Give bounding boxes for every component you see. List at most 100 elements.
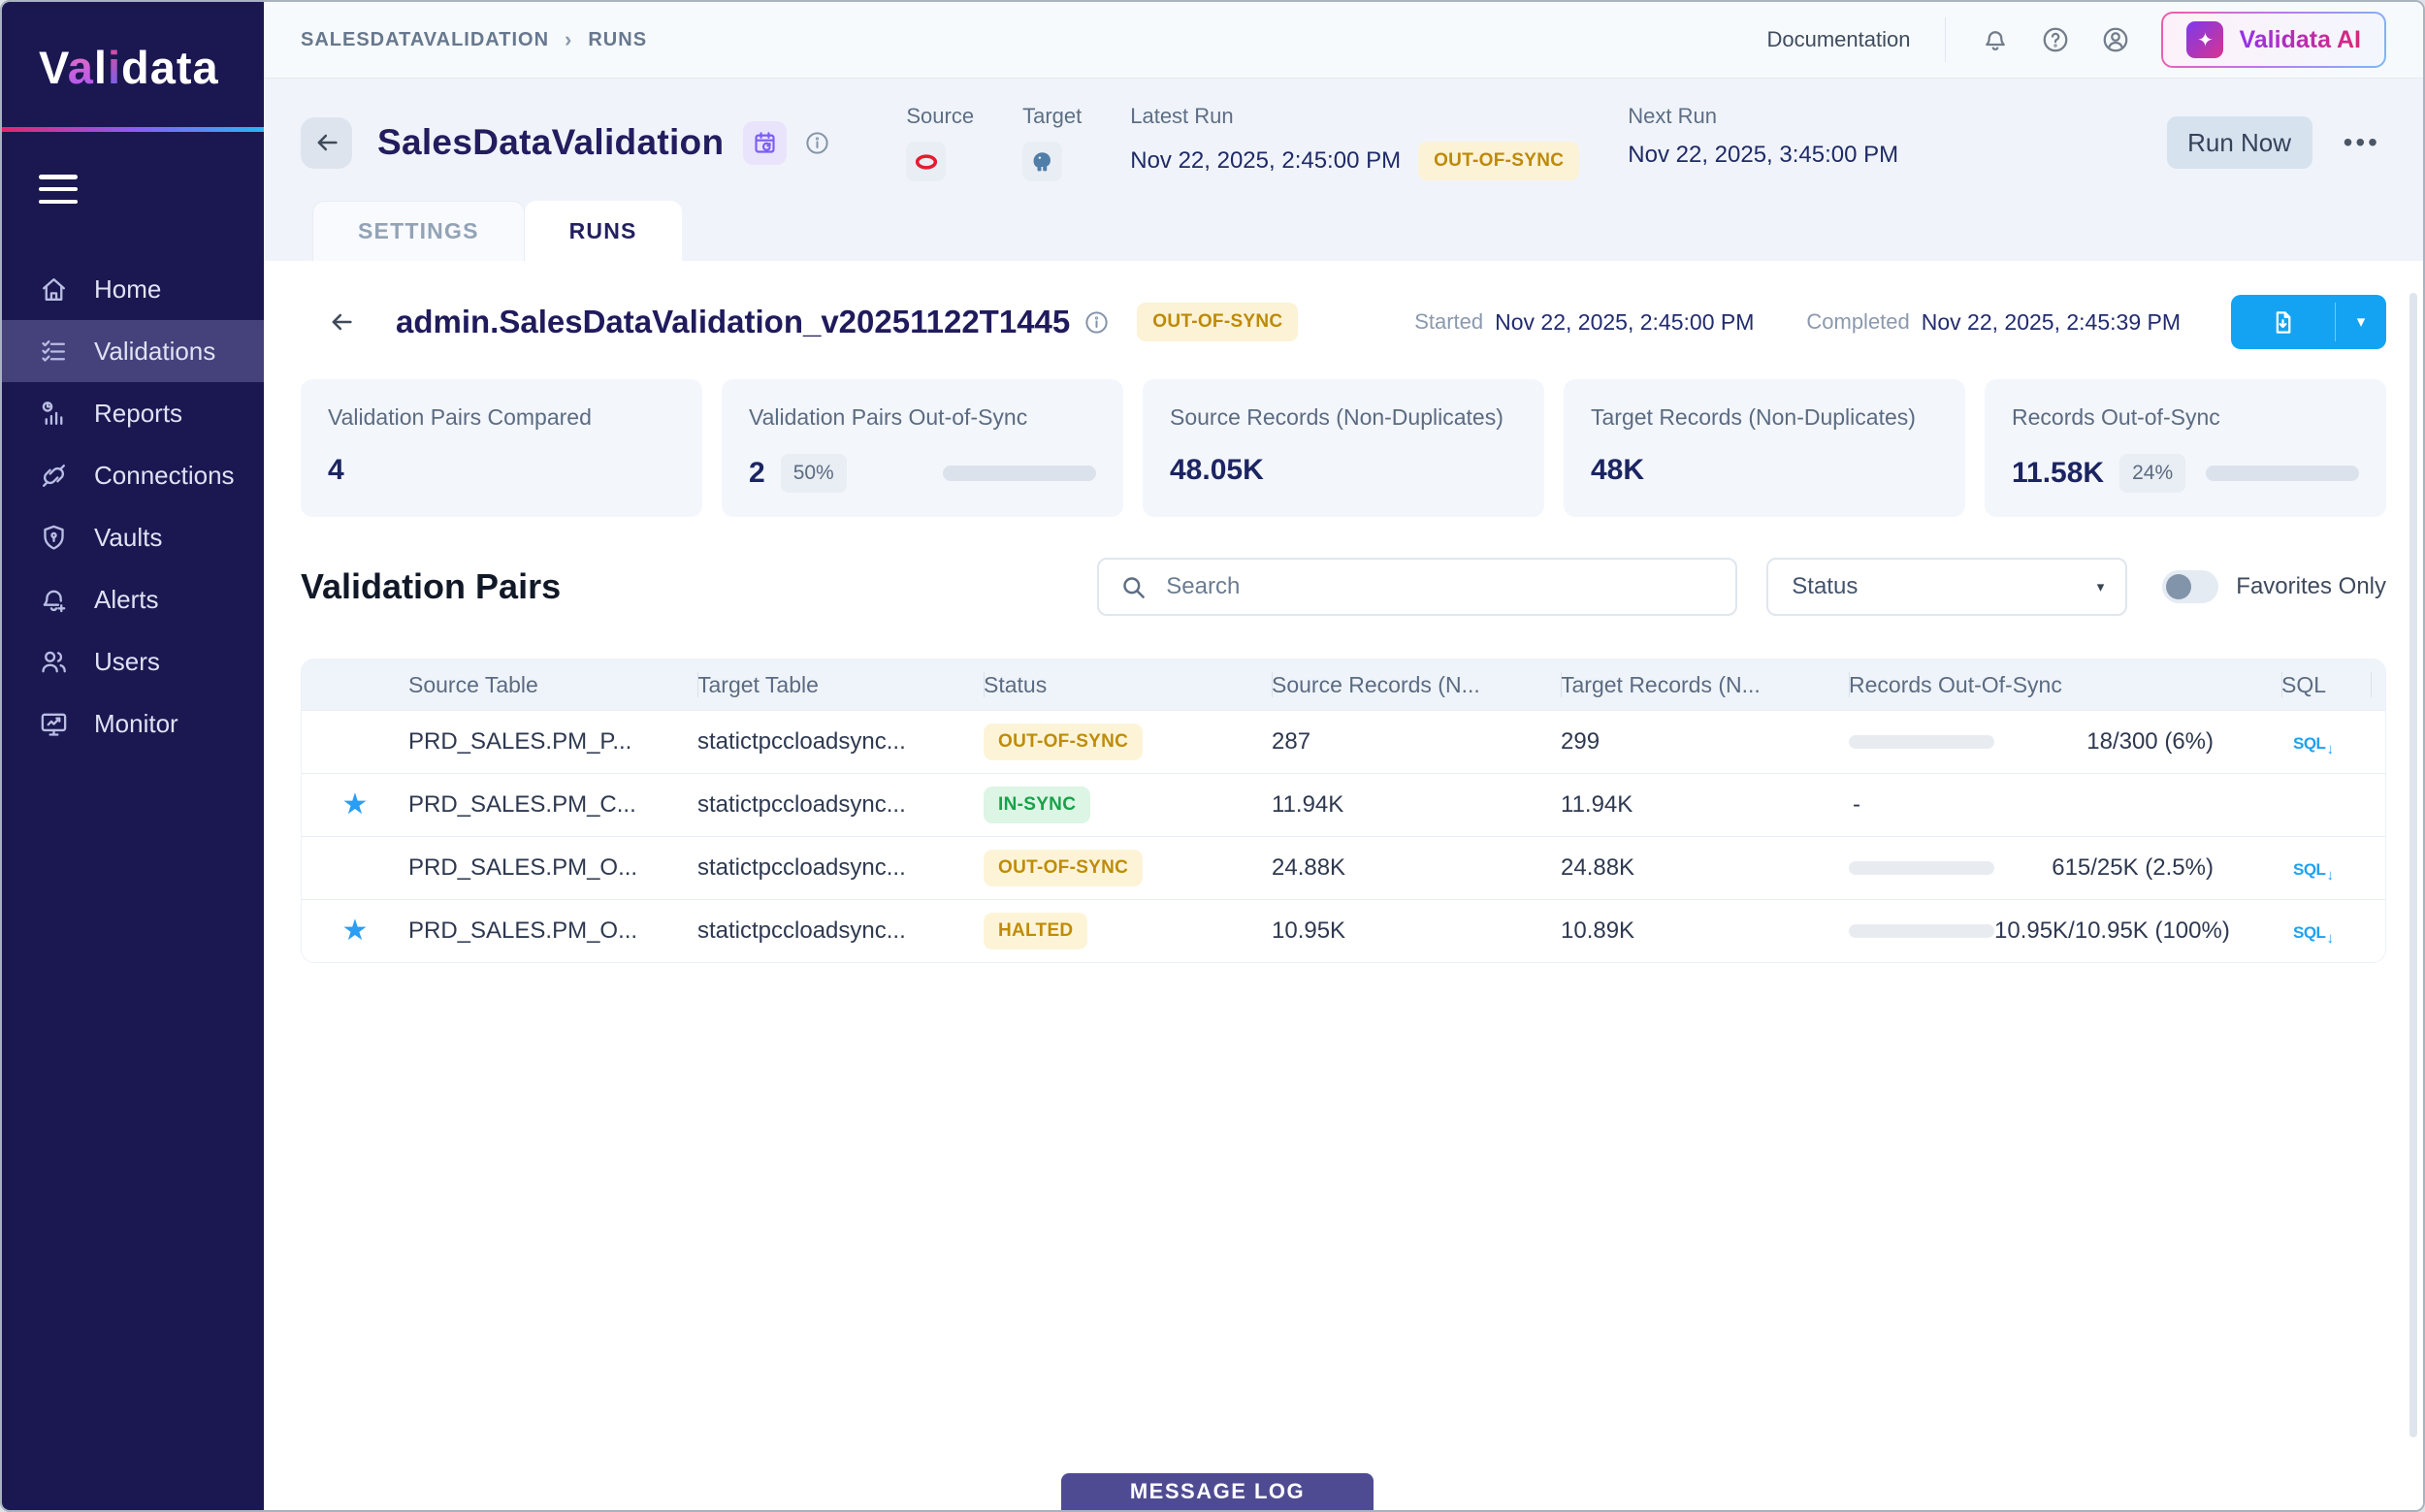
- message-log-button[interactable]: MESSAGE LOG: [1061, 1473, 1374, 1510]
- stat-progress-bar: [943, 466, 1096, 481]
- out-of-sync-bar: [1849, 861, 1994, 875]
- table-row[interactable]: ★ PRD_SALES.PM_O... statictpccloadsync..…: [302, 899, 2385, 962]
- logo-letter: a: [192, 42, 219, 93]
- header-actions: Run Now •••: [2166, 116, 2386, 169]
- favorite-star-icon[interactable]: ★: [341, 917, 369, 946]
- latest-run-label: Latest Run: [1130, 104, 1234, 128]
- completed-value: Nov 22, 2025, 2:45:39 PM: [1921, 308, 2181, 335]
- back-button[interactable]: [301, 116, 352, 169]
- source-table-cell: PRD_SALES.PM_O...: [408, 854, 638, 881]
- sidebar-item-label: Monitor: [94, 708, 178, 738]
- stat-label: Validation Pairs Compared: [328, 404, 592, 430]
- run-now-button[interactable]: Run Now: [2166, 116, 2312, 169]
- sidebar-item-monitor[interactable]: Monitor: [2, 692, 264, 755]
- target-table-cell: statictpccloadsync...: [697, 791, 906, 818]
- more-options-icon[interactable]: •••: [2338, 126, 2386, 159]
- documentation-link[interactable]: Documentation: [1766, 27, 1911, 51]
- stat-label: Target Records (Non-Duplicates): [1591, 404, 1916, 430]
- target-meta: Target: [1022, 104, 1082, 181]
- hamburger-menu-icon[interactable]: [39, 175, 78, 204]
- sidebar-item-label: Alerts: [94, 584, 159, 614]
- source-records-cell: 11.94K: [1272, 791, 1344, 818]
- column-source-records: Source Records (N...: [1272, 659, 1561, 710]
- logo-letter: a: [67, 42, 94, 93]
- out-of-sync-bar: [1849, 735, 1994, 749]
- target-records-cell: 24.88K: [1561, 854, 1635, 881]
- stat-value: 4: [328, 454, 344, 486]
- favorites-filter: Favorites Only: [2162, 570, 2386, 603]
- sidebar-item-label: Validations: [94, 336, 216, 366]
- logo-letter: d: [121, 42, 150, 93]
- sql-download-icon[interactable]: SQL ↓: [2293, 923, 2334, 945]
- sidebar-item-label: Reports: [94, 398, 183, 428]
- stat-value: 48.05K: [1170, 454, 1264, 486]
- monitor-icon: [41, 713, 67, 736]
- table-row[interactable]: PRD_SALES.PM_P... statictpccloadsync... …: [302, 710, 2385, 773]
- stat-label: Source Records (Non-Duplicates): [1170, 404, 1504, 430]
- status-badge: OUT-OF-SYNC: [984, 850, 1144, 886]
- validation-pairs-toolbar: Validation Pairs Status ▾ Favorites Only: [301, 558, 2386, 616]
- brand-gradient-divider: [2, 127, 264, 132]
- source-table-cell: PRD_SALES.PM_P...: [408, 728, 632, 755]
- sidebar-item-vaults[interactable]: Vaults: [2, 506, 264, 568]
- schedule-calendar-icon[interactable]: [743, 120, 788, 165]
- sidebar-nav: Home Validations Reports Connections Vau…: [2, 258, 264, 755]
- started-value: Nov 22, 2025, 2:45:00 PM: [1495, 308, 1755, 335]
- stat-cards: Validation Pairs Compared 4 Validation P…: [301, 379, 2386, 517]
- status-filter-select[interactable]: Status ▾: [1766, 558, 2128, 616]
- favorite-cell[interactable]: ★: [302, 917, 408, 946]
- export-dropdown-caret-icon[interactable]: ▾: [2356, 312, 2366, 331]
- checklist-icon: [42, 339, 65, 362]
- search-input[interactable]: [1164, 572, 1736, 601]
- table-row[interactable]: PRD_SALES.PM_O... statictpccloadsync... …: [302, 836, 2385, 899]
- info-icon[interactable]: [804, 130, 830, 156]
- split-divider: [2335, 303, 2336, 341]
- sidebar-item-label: Users: [94, 646, 160, 676]
- sidebar-item-validations[interactable]: Validations: [2, 320, 264, 382]
- stat-card-pairs-out-of-sync: Validation Pairs Out-of-Sync 2 50%: [722, 379, 1123, 517]
- sidebar-item-alerts[interactable]: Alerts: [2, 568, 264, 630]
- sidebar-item-home[interactable]: Home: [2, 258, 264, 320]
- run-info-icon[interactable]: [1083, 309, 1110, 336]
- column-records-out-of-sync: Records Out-Of-Sync: [1849, 659, 2281, 710]
- export-report-split-button[interactable]: ▾: [2231, 295, 2386, 349]
- account-icon[interactable]: [2101, 25, 2130, 54]
- sql-download-icon[interactable]: SQL ↓: [2293, 734, 2334, 756]
- sidebar-item-reports[interactable]: Reports: [2, 382, 264, 444]
- download-report-icon[interactable]: [2231, 295, 2335, 349]
- source-table-cell: PRD_SALES.PM_C...: [408, 791, 636, 818]
- status-badge: OUT-OF-SYNC: [984, 724, 1144, 760]
- notifications-bell-icon[interactable]: [1981, 25, 2010, 54]
- stat-card-target-records: Target Records (Non-Duplicates) 48K: [1564, 379, 1965, 517]
- run-back-button[interactable]: [322, 307, 361, 337]
- main-area: SALESDATAVALIDATION › RUNS Documentation…: [264, 2, 2423, 1510]
- tab-settings[interactable]: SETTINGS: [312, 201, 525, 261]
- stat-value: 2: [749, 457, 765, 489]
- scrollbar[interactable]: [2409, 293, 2417, 1437]
- sidebar-item-users[interactable]: Users: [2, 630, 264, 692]
- out-of-sync-text: 18/300 (6%): [2086, 728, 2214, 755]
- favorites-only-toggle[interactable]: [2162, 570, 2219, 603]
- toolbar-controls: Status ▾ Favorites Only: [1097, 558, 2386, 616]
- sidebar-item-connections[interactable]: Connections: [2, 444, 264, 506]
- help-icon[interactable]: [2041, 25, 2070, 54]
- source-meta: Source: [906, 104, 974, 181]
- tab-runs[interactable]: RUNS: [524, 201, 682, 261]
- table-row[interactable]: ★ PRD_SALES.PM_C... statictpccloadsync..…: [302, 773, 2385, 836]
- target-table-cell: statictpccloadsync...: [697, 728, 906, 755]
- target-records-cell: 299: [1561, 728, 1600, 755]
- column-favorite: [302, 659, 408, 710]
- column-target-table: Target Table: [697, 659, 984, 710]
- search-box[interactable]: [1097, 558, 1738, 616]
- sql-download-icon[interactable]: SQL ↓: [2293, 860, 2334, 882]
- validata-logo: Validata: [2, 2, 264, 94]
- table-body: PRD_SALES.PM_P... statictpccloadsync... …: [302, 710, 2385, 962]
- stat-card-source-records: Source Records (Non-Duplicates) 48.05K: [1143, 379, 1544, 517]
- validata-ai-button[interactable]: ✦ Validata AI: [2161, 12, 2386, 68]
- favorite-star-icon[interactable]: ★: [341, 790, 369, 820]
- favorite-cell[interactable]: ★: [302, 790, 408, 820]
- column-target-records: Target Records (N...: [1561, 659, 1849, 710]
- breadcrumb-current[interactable]: RUNS: [588, 28, 648, 50]
- breadcrumb-root[interactable]: SALESDATAVALIDATION: [301, 28, 550, 50]
